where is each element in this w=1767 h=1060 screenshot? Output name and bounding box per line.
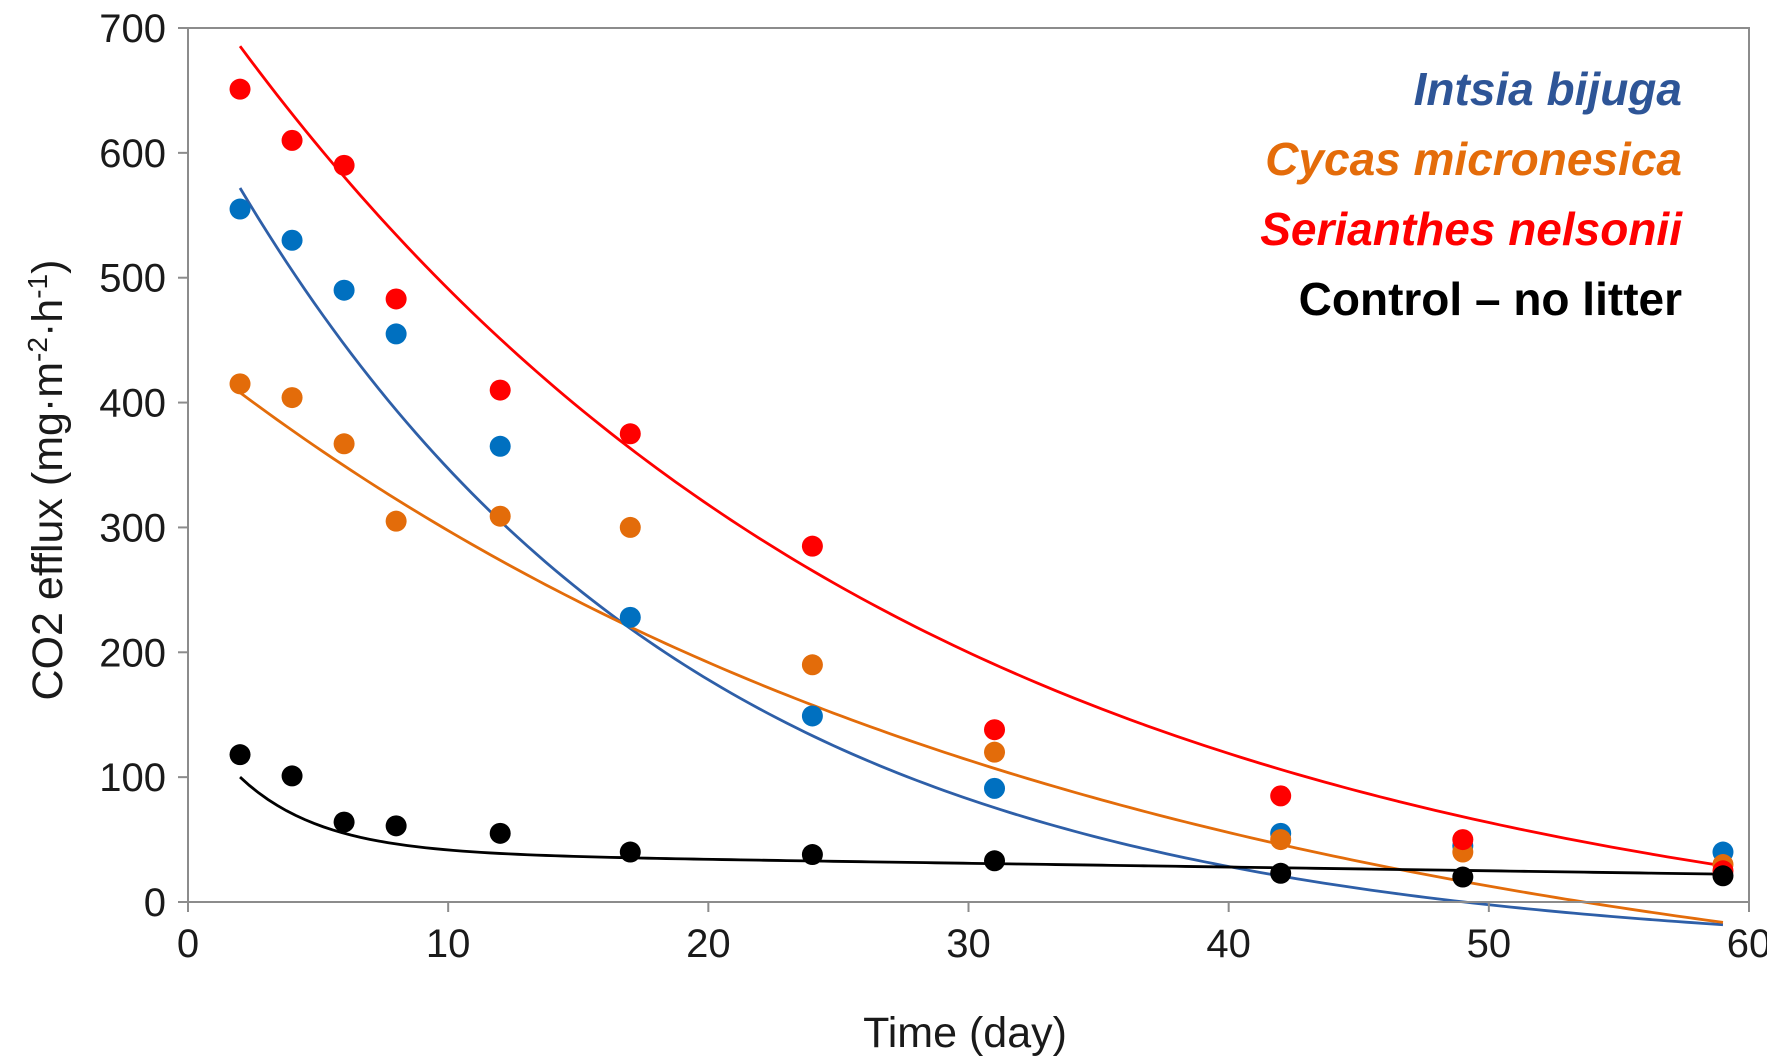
- trend-lines: [238, 45, 1724, 927]
- data-point-series-2: [984, 741, 1006, 763]
- legend-entry-2: Cycas micronesica: [1265, 133, 1682, 185]
- data-point-series-3: [984, 719, 1006, 741]
- trend-line-series-3: [238, 45, 1724, 868]
- data-point-series-4: [229, 744, 251, 766]
- x-tick-label: 40: [1206, 922, 1251, 966]
- data-point-series-4: [281, 765, 303, 787]
- data-point-series-1: [385, 323, 407, 345]
- data-point-series-2: [1270, 829, 1292, 851]
- y-axis-title-mid: ·h: [24, 299, 72, 337]
- data-point-series-2: [281, 387, 303, 409]
- data-point-series-4: [1712, 865, 1734, 887]
- trend-line-series-4: [239, 776, 1724, 876]
- y-tick-label: 200: [99, 631, 166, 675]
- data-point-series-1: [333, 279, 355, 301]
- x-tick-label: 50: [1467, 922, 1512, 966]
- data-point-series-2: [229, 373, 251, 395]
- x-tick-label: 20: [686, 922, 731, 966]
- data-point-series-4: [984, 850, 1006, 872]
- data-point-series-3: [619, 423, 641, 445]
- y-axis-title-suffix: ): [24, 260, 72, 274]
- data-point-series-3: [229, 78, 251, 100]
- x-tick-label: 10: [426, 922, 471, 966]
- y-tick-label: 100: [99, 756, 166, 800]
- data-point-series-1: [619, 606, 641, 628]
- x-tick-label: 30: [946, 922, 991, 966]
- data-point-series-1: [801, 705, 823, 727]
- trend-line-series-2: [239, 391, 1724, 924]
- y-axis-title-sup1: -2: [22, 337, 53, 362]
- data-points: [229, 78, 1734, 888]
- data-point-series-4: [801, 844, 823, 866]
- legend: Intsia bijuga Cycas micronesica Serianthes…: [1260, 63, 1683, 325]
- data-point-series-4: [1452, 866, 1474, 888]
- data-point-series-1: [489, 435, 511, 457]
- y-axis-title: CO2 efflux (mg·m-2·h-1): [22, 260, 72, 701]
- data-point-series-2: [385, 510, 407, 532]
- data-point-series-4: [1270, 862, 1292, 884]
- data-point-series-4: [333, 811, 355, 833]
- y-axis-title-sup2: -1: [22, 274, 53, 299]
- data-point-series-3: [385, 288, 407, 310]
- trend-line-series-1: [238, 187, 1724, 927]
- data-point-series-1: [984, 777, 1006, 799]
- legend-entry-4: Control – no litter: [1299, 273, 1682, 325]
- data-point-series-3: [281, 129, 303, 151]
- x-axis-title: Time (day): [863, 1009, 1067, 1057]
- data-point-series-4: [619, 841, 641, 863]
- data-point-series-4: [385, 815, 407, 837]
- data-point-series-1: [229, 198, 251, 220]
- y-tick-label: 500: [99, 257, 166, 301]
- y-tick-label: 400: [99, 382, 166, 426]
- data-point-series-3: [1270, 785, 1292, 807]
- data-point-series-2: [333, 433, 355, 455]
- legend-entry-3: Serianthes nelsonii: [1260, 203, 1683, 255]
- data-point-series-3: [801, 535, 823, 557]
- x-tick-label: 0: [177, 922, 199, 966]
- data-point-series-3: [333, 154, 355, 176]
- data-point-series-2: [619, 516, 641, 538]
- y-tick-label: 0: [144, 881, 166, 925]
- legend-entry-1: Intsia bijuga: [1414, 63, 1682, 115]
- y-tick-label: 300: [99, 506, 166, 550]
- y-tick-label: 700: [99, 7, 166, 51]
- y-axis-title-prefix: CO2 efflux (mg·m: [24, 362, 72, 701]
- data-point-series-4: [489, 822, 511, 844]
- y-tick-label: 600: [99, 132, 166, 176]
- data-point-series-1: [281, 229, 303, 251]
- data-point-series-3: [1452, 829, 1474, 851]
- x-tick-label: 60: [1727, 922, 1767, 966]
- data-point-series-2: [489, 505, 511, 527]
- data-point-series-2: [801, 654, 823, 676]
- data-point-series-3: [489, 379, 511, 401]
